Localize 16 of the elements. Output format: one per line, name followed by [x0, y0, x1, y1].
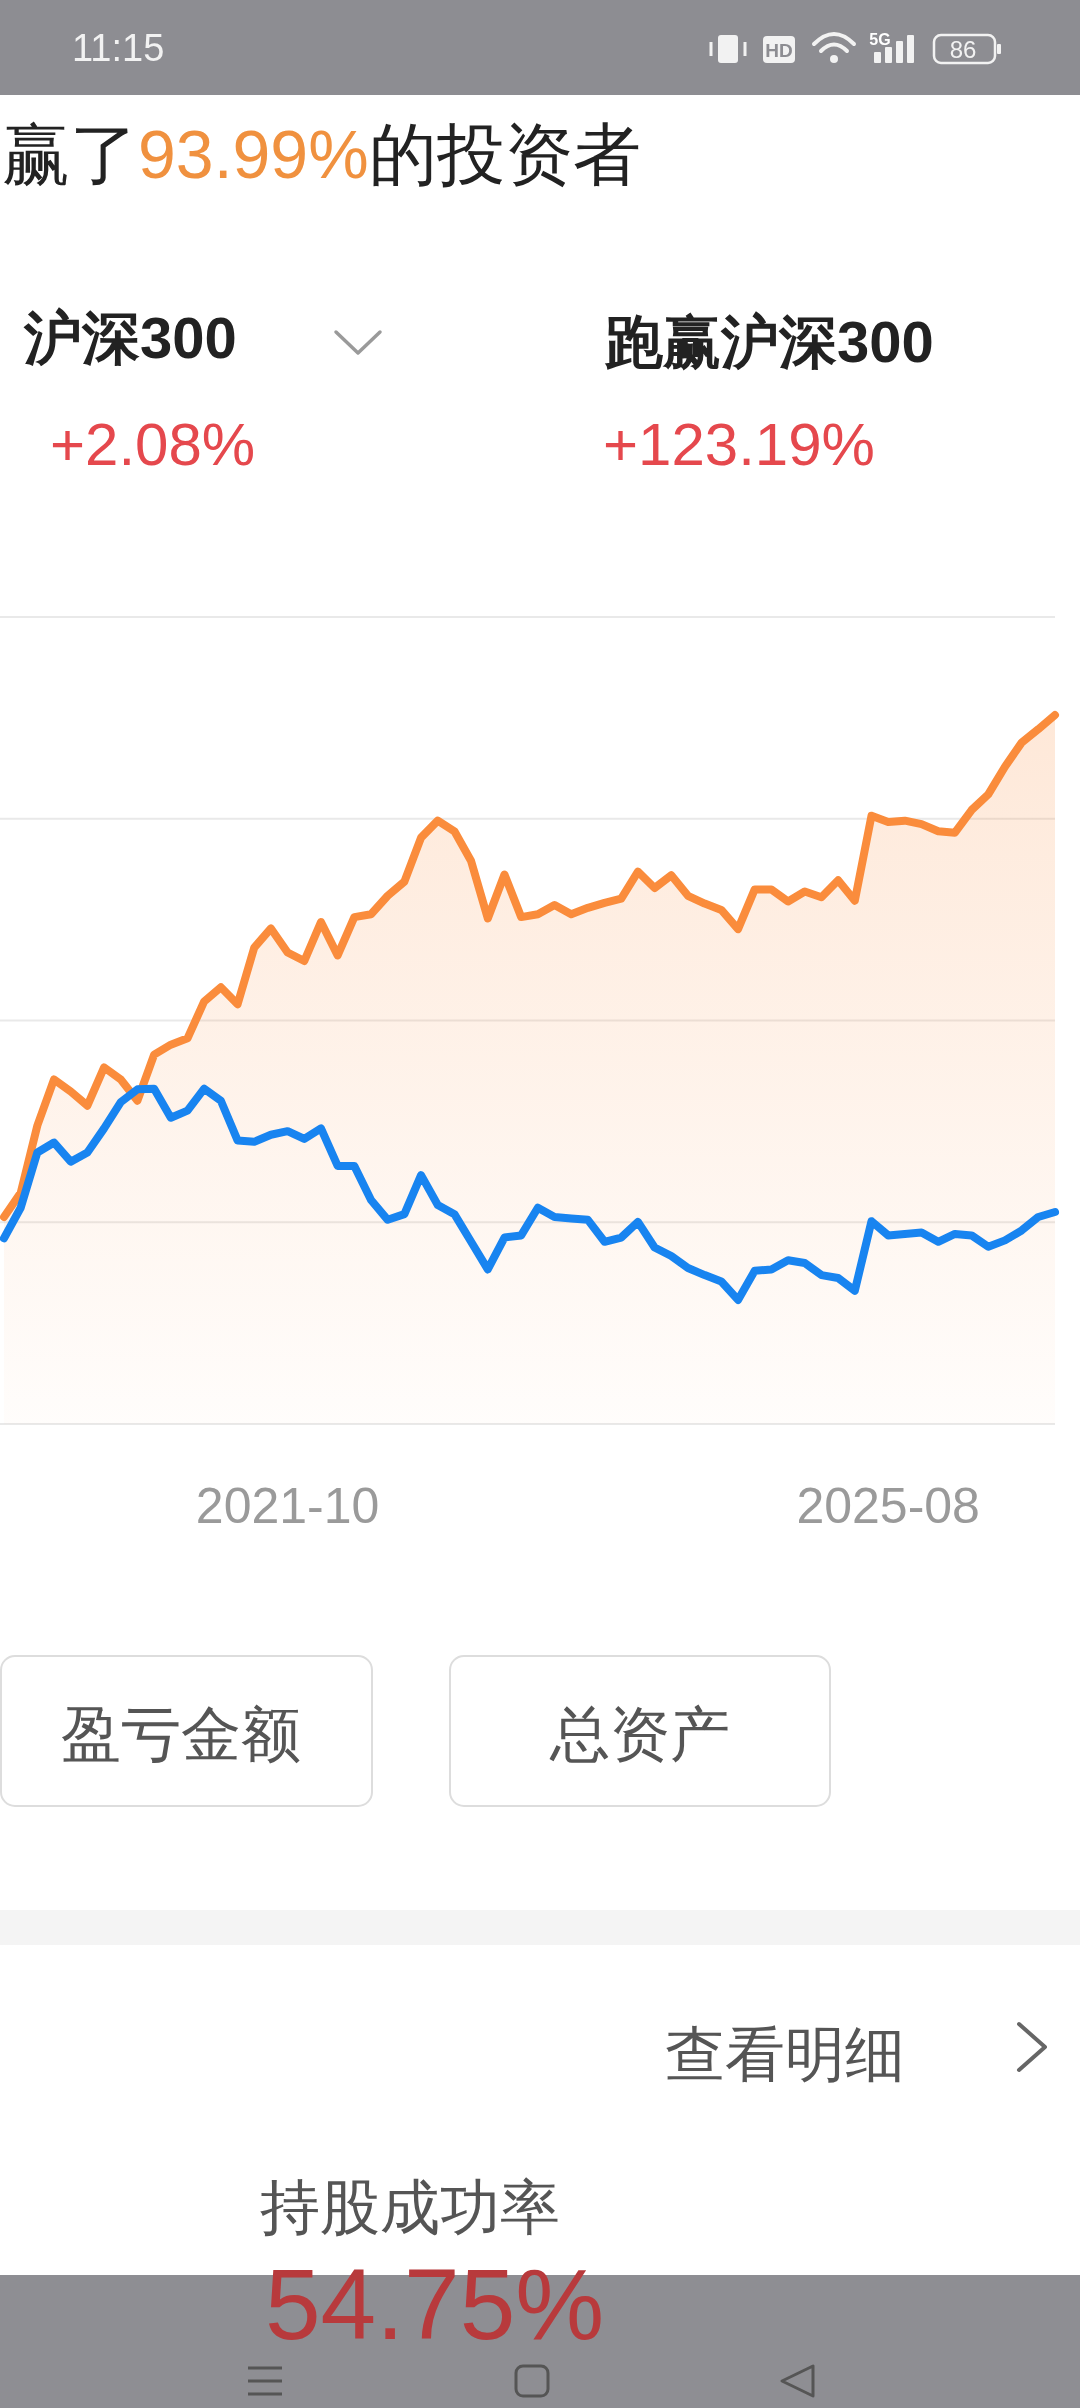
annotation: 沪深300	[24, 305, 237, 370]
annotation: 盈亏金额	[61, 1701, 301, 1768]
x-tick-label: 2021-10	[195, 1478, 380, 1534]
annotation: HD	[765, 40, 793, 61]
annotation: 跑赢沪深300	[605, 309, 934, 374]
x-tick-label: 2025-08	[796, 1478, 980, 1534]
annotation: 54.75%	[265, 2248, 605, 2360]
annotation: 86	[949, 36, 977, 63]
annotation: 查看明细	[665, 2021, 905, 2088]
annotation: +123.19%	[603, 411, 875, 478]
annotation: 11:15	[72, 27, 165, 69]
annotation: 总资产	[550, 1701, 730, 1768]
annotation: 持股成功率	[260, 2174, 560, 2241]
title: 赢了93.99%的投资者	[2, 116, 641, 192]
annotation: 5G	[869, 31, 891, 48]
annotation: +2.08%	[50, 411, 256, 478]
